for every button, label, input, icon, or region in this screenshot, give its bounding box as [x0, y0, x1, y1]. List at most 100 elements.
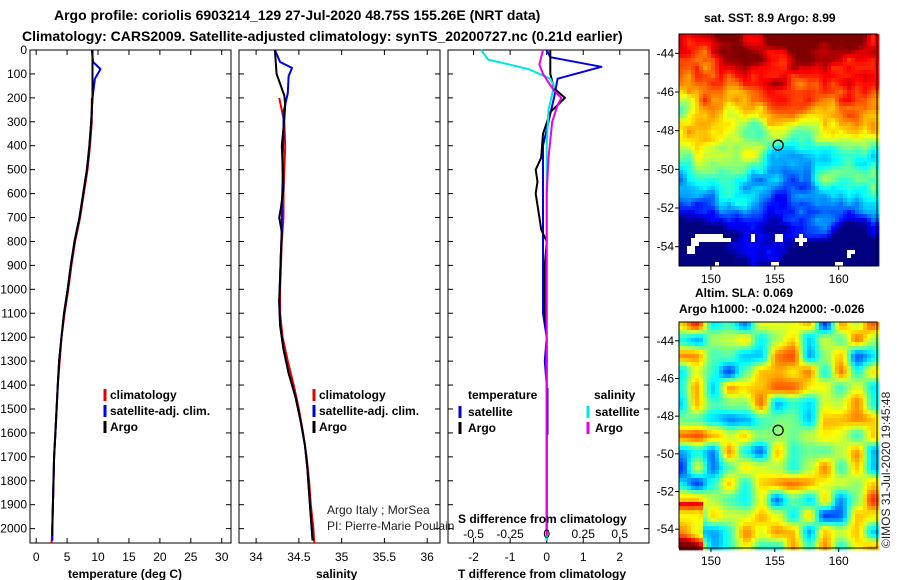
- map-y-tick-label: -52: [657, 485, 675, 499]
- x-tick-label: -2: [468, 550, 479, 564]
- salinity-axis-label: salinity: [316, 567, 358, 580]
- sla-map: 150 155 160 -44 -46 -48 -50 -52 -54: [657, 321, 880, 568]
- x-tick-label: 34.5: [287, 550, 311, 564]
- difference-plot: -2 -1 0 1 2 -0.5 -0.25 0 0.25 0.5 temperature satel…: [458, 49, 640, 564]
- x-tick-label: 35.5: [373, 550, 397, 564]
- map-x-tick-label: 155: [765, 272, 785, 286]
- sla-map-title: Altim. SLA: 0.069: [695, 286, 793, 300]
- depth-axis: 0 100 200 300 400 500 600 700 800 900 1000 1100 1200…: [0, 43, 649, 536]
- figure-title-line2: Climatology: CARS2009. Satellite-adjuste…: [22, 28, 623, 44]
- argo-location-marker: [772, 424, 784, 436]
- x-tick-label: 15: [122, 550, 136, 564]
- argo-location-marker: [772, 139, 784, 151]
- salinity-plot-frame: [238, 49, 441, 544]
- map-y-tick-label: -52: [657, 201, 675, 215]
- legend-label: satellite-adj. clim.: [319, 404, 419, 418]
- depth-tick-label: 400: [7, 139, 27, 153]
- series-line-1-2: [273, 49, 314, 541]
- sst-map: 150 155 160 -44 -46 -48 -50 -52 -54: [657, 33, 880, 286]
- x-tick-label: 25: [184, 550, 198, 564]
- x-tick-label: 2: [616, 550, 623, 564]
- depth-tick-label: 900: [7, 258, 27, 272]
- legend-label: satellite-adj. clim.: [110, 404, 210, 418]
- map-x-tick-label: 155: [765, 554, 785, 568]
- x-tick-label: -1: [505, 550, 516, 564]
- difference-plot-frame: [447, 49, 650, 544]
- figure-title-line1: Argo profile: coriolis 6903214_129 27-Ju…: [54, 7, 540, 23]
- depth-tick-label: 1500: [0, 402, 27, 416]
- series-line-2-3: [538, 49, 563, 536]
- map-x-tick-label: 160: [829, 272, 849, 286]
- depth-tick-label: 0: [20, 43, 27, 57]
- depth-tick-label: 1400: [0, 378, 27, 392]
- sst-map-title: sat. SST: 8.9 Argo: 8.99: [704, 11, 836, 25]
- salinity-plot: 34 34.5 35 35.5 36 climatology satellite-adj. …: [249, 49, 434, 564]
- depth-tick-label: 1600: [0, 426, 27, 440]
- depth-tick-label: 1200: [0, 330, 27, 344]
- legend-group-title: salinity: [594, 388, 636, 402]
- s-diff-tick-label: 0.25: [572, 527, 596, 541]
- legend-label: climatology: [110, 388, 177, 402]
- legend-label: satellite: [468, 405, 513, 419]
- map-y-tick-label: -44: [657, 46, 675, 60]
- x-tick-label: 30: [215, 550, 229, 564]
- map-x-tick-label: 150: [701, 554, 721, 568]
- depth-tick-label: 200: [7, 91, 27, 105]
- map-frame-1: [678, 321, 878, 549]
- sla-map-subtitle: Argo h1000: -0.024 h2000: -0.026: [679, 302, 865, 316]
- x-tick-label: 0: [33, 550, 40, 564]
- depth-tick-label: 800: [7, 234, 27, 248]
- depth-tick-label: 2000: [0, 522, 27, 536]
- credit-line1: Argo Italy ; MorSea: [327, 503, 430, 517]
- depth-tick-label: 100: [7, 67, 27, 81]
- map-x-tick-label: 160: [829, 554, 849, 568]
- map-y-tick-label: -54: [657, 240, 675, 254]
- depth-tick-label: 1700: [0, 450, 27, 464]
- temperature-plot: 0 5 10 15 20 25 30 climatology satellite-adj. cl…: [33, 49, 229, 564]
- depth-tick-label: 1800: [0, 474, 27, 488]
- x-tick-label: 0: [543, 550, 550, 564]
- legend-label: climatology: [319, 388, 386, 402]
- series-line-0-2: [51, 50, 94, 536]
- map-y-tick-label: -48: [657, 409, 675, 423]
- map-y-tick-label: -46: [657, 372, 675, 386]
- map-y-tick-label: -50: [657, 162, 675, 176]
- s-diff-tick-label: -0.25: [496, 527, 524, 541]
- legend-label: Argo: [319, 420, 347, 434]
- x-tick-label: 34: [249, 550, 263, 564]
- map-raster-0: [679, 34, 880, 267]
- map-raster-1: [679, 322, 880, 551]
- map-y-tick-label: -50: [657, 447, 675, 461]
- s-difference-axis-label: S difference from climatology: [458, 512, 627, 526]
- x-tick-label: 35: [335, 550, 349, 564]
- imos-timestamp: ©IMOS 31-Jul-2020 19:45:48: [879, 391, 893, 548]
- s-diff-tick-label: 0.5: [611, 527, 628, 541]
- x-tick-label: 10: [91, 550, 105, 564]
- x-tick-label: 1: [580, 550, 587, 564]
- legend-group-title: temperature: [468, 388, 538, 402]
- depth-tick-label: 600: [7, 187, 27, 201]
- depth-tick-label: 1300: [0, 354, 27, 368]
- depth-tick-label: 1100: [1, 306, 27, 320]
- depth-tick-label: 1900: [0, 498, 27, 512]
- map-y-tick-label: -48: [657, 124, 675, 138]
- depth-tick-label: 700: [7, 211, 27, 225]
- depth-tick-label: 1000: [0, 282, 27, 296]
- map-y-tick-label: -46: [657, 85, 675, 99]
- credit-line2: PI: Pierre-Marie Poulain: [327, 519, 454, 533]
- x-tick-label: 20: [153, 550, 167, 564]
- legend-label: Argo: [110, 420, 138, 434]
- depth-tick-label: 500: [7, 163, 27, 177]
- s-diff-tick-label: 0: [543, 527, 550, 541]
- legend-label: Argo: [595, 421, 623, 435]
- x-tick-label: 5: [64, 550, 71, 564]
- map-y-tick-label: -54: [657, 522, 675, 536]
- x-tick-label: 36: [420, 550, 434, 564]
- depth-tick-label: 300: [7, 115, 27, 129]
- map-y-tick-label: -44: [657, 334, 675, 348]
- legend-label: satellite: [595, 405, 640, 419]
- temperature-axis-label: temperature (deg C): [68, 567, 182, 580]
- legend-label: Argo: [468, 421, 496, 435]
- t-difference-axis-label: T difference from climatology: [458, 567, 626, 580]
